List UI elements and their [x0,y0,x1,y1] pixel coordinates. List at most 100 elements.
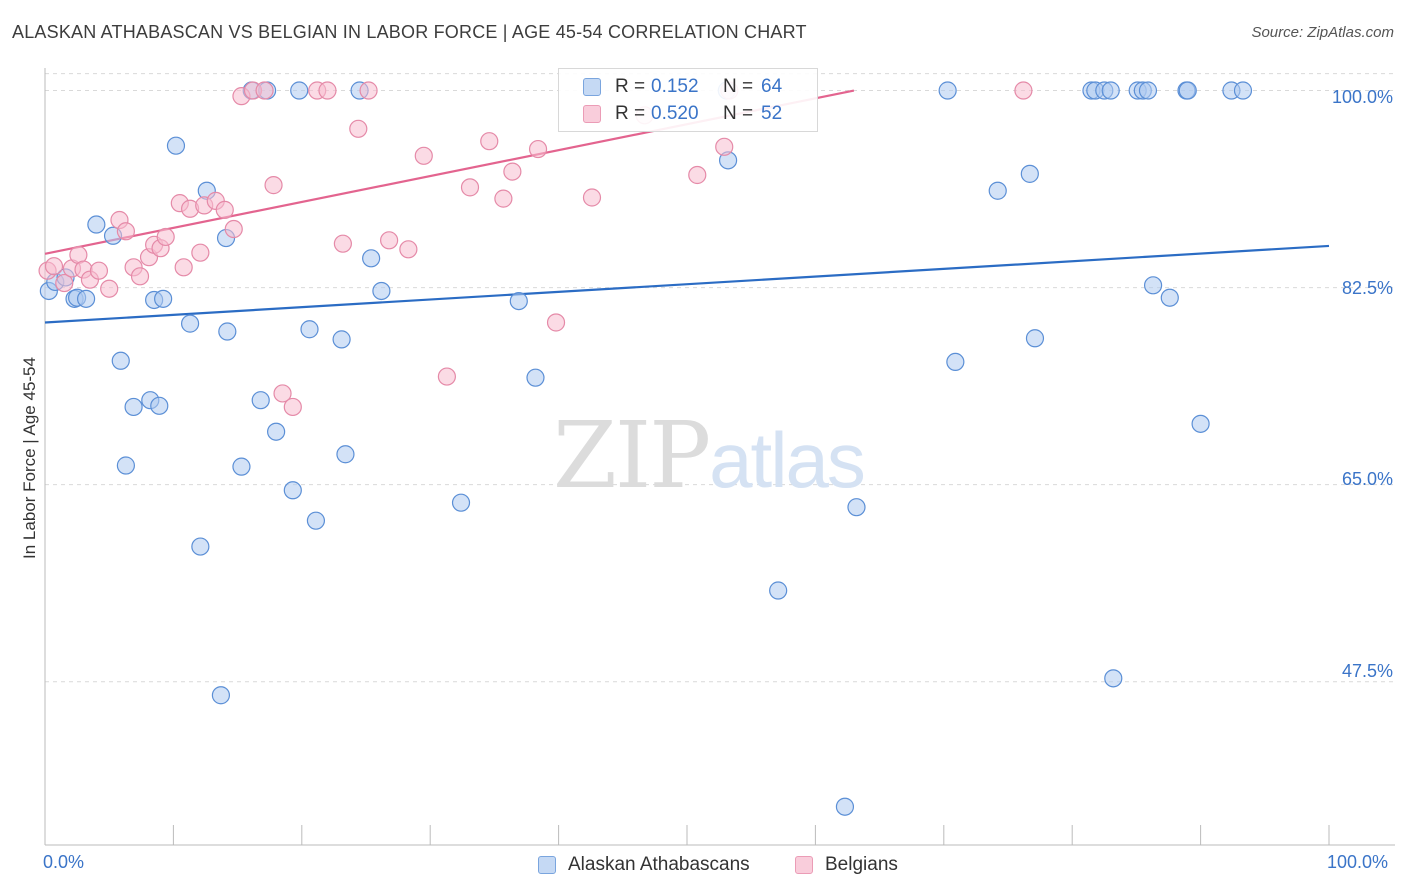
point-belgian [255,81,274,100]
y-tick-100: 100.0% [1331,87,1393,107]
y-tick-47-5: 47.5% [1341,661,1393,681]
axes [44,68,1395,846]
point-alaskan [1025,329,1045,348]
stats-row-alaskan: R = 0.152 N = 64 [583,74,782,100]
point-belgian [528,139,548,159]
point-alaskan [180,314,200,333]
point-alaskan [191,537,210,556]
r-value-alaskan: 0.152 [651,76,699,97]
point-alaskan [372,281,391,301]
n-label: N = [723,103,754,124]
point-alaskan [1104,669,1123,688]
point-belgian [688,165,707,185]
legend-swatch-alaskan [538,856,556,874]
point-alaskan [1178,81,1197,100]
point-alaskan [124,397,143,417]
point-alaskan [1191,414,1210,433]
point-alaskan [1233,81,1253,100]
point-alaskan [218,322,237,341]
point-belgian [480,132,499,151]
point-belgian [100,279,119,298]
swatch-alaskan [583,78,601,96]
point-alaskan [988,181,1007,200]
chart-title: ALASKAN ATHABASCAN VS BELGIAN IN LABOR F… [12,22,807,42]
point-belgian [174,258,193,277]
point-alaskan [526,368,545,387]
stats-legend: R = 0.152 N = 64 R = 0.520 N = 52 [558,68,818,132]
legend-label-belgian: Belgians [825,854,898,875]
x-tick-max: 100.0% [1327,852,1389,872]
point-alaskan [306,511,326,530]
point-alaskan [232,457,251,476]
point-alaskan [835,797,855,816]
point-alaskan [1101,81,1120,100]
point-alaskan [251,391,270,410]
point-belgian [494,189,513,208]
point-alaskan [1143,276,1163,295]
trend-line-alaskan [44,244,1330,324]
point-alaskan [509,292,528,311]
point-belgian [715,137,734,156]
point-belgian [116,222,135,241]
point-belgian [215,200,234,219]
y-tick-82-5: 82.5% [1341,278,1393,298]
point-alaskan [1160,288,1179,307]
point-belgian [437,367,456,386]
point-alaskan [154,289,173,308]
y-tick-65: 65.0% [1341,469,1393,489]
legend-swatch-belgian [795,856,813,874]
point-belgian [89,261,109,280]
n-value-alaskan: 64 [761,76,783,97]
point-belgian [264,176,283,195]
point-alaskan [76,289,96,308]
point-belgian [333,234,352,253]
point-belgian [130,267,150,286]
point-belgian [460,178,480,197]
legend-item-belgian[interactable]: Belgians [795,851,898,879]
r-value-belgian: 0.520 [651,103,699,124]
point-alaskan [87,215,106,234]
point-alaskan [211,686,231,705]
n-label: N = [723,76,754,97]
watermark-zip: ZIP [553,402,711,509]
n-value-belgian: 52 [761,103,783,124]
point-alaskan [267,422,286,441]
x-tick-min: 0.0% [43,852,85,872]
swatch-belgian [583,105,601,123]
point-alaskan [362,249,381,268]
r-label: R = [615,76,646,97]
series-legend: Alaskan Athabascans Belgians [0,851,1406,879]
point-belgian [349,119,368,138]
point-alaskan [283,481,302,500]
point-alaskan [847,498,866,517]
point-belgian [224,219,243,239]
point-belgian [156,227,175,247]
point-belgian [414,146,433,165]
point-belgian [399,240,418,259]
point-alaskan [1020,164,1039,183]
stats-row-belgian: R = 0.520 N = 52 [583,101,782,127]
legend-item-alaskan[interactable]: Alaskan Athabascans [538,851,750,879]
watermark-atlas: atlas [709,416,866,504]
point-belgian [283,397,302,417]
legend-label-alaskan: Alaskan Athabascans [568,854,750,875]
point-alaskan [451,493,471,512]
point-alaskan [332,330,351,349]
point-belgian [318,81,337,100]
source-credit: Source: ZipAtlas.com [1251,24,1394,41]
r-label: R = [615,103,646,124]
point-alaskan [769,581,788,600]
point-alaskan [300,320,319,339]
point-belgian [380,231,399,250]
point-belgian [582,188,602,207]
point-belgian [359,81,378,100]
watermark: ZIPatlas [553,402,866,509]
point-alaskan [150,396,169,415]
point-alaskan [946,352,965,372]
point-alaskan [1138,81,1158,100]
point-belgian [503,162,522,181]
gridlines [45,73,1395,683]
point-belgian [546,313,566,332]
point-alaskan [111,351,130,370]
point-belgian [191,243,210,262]
